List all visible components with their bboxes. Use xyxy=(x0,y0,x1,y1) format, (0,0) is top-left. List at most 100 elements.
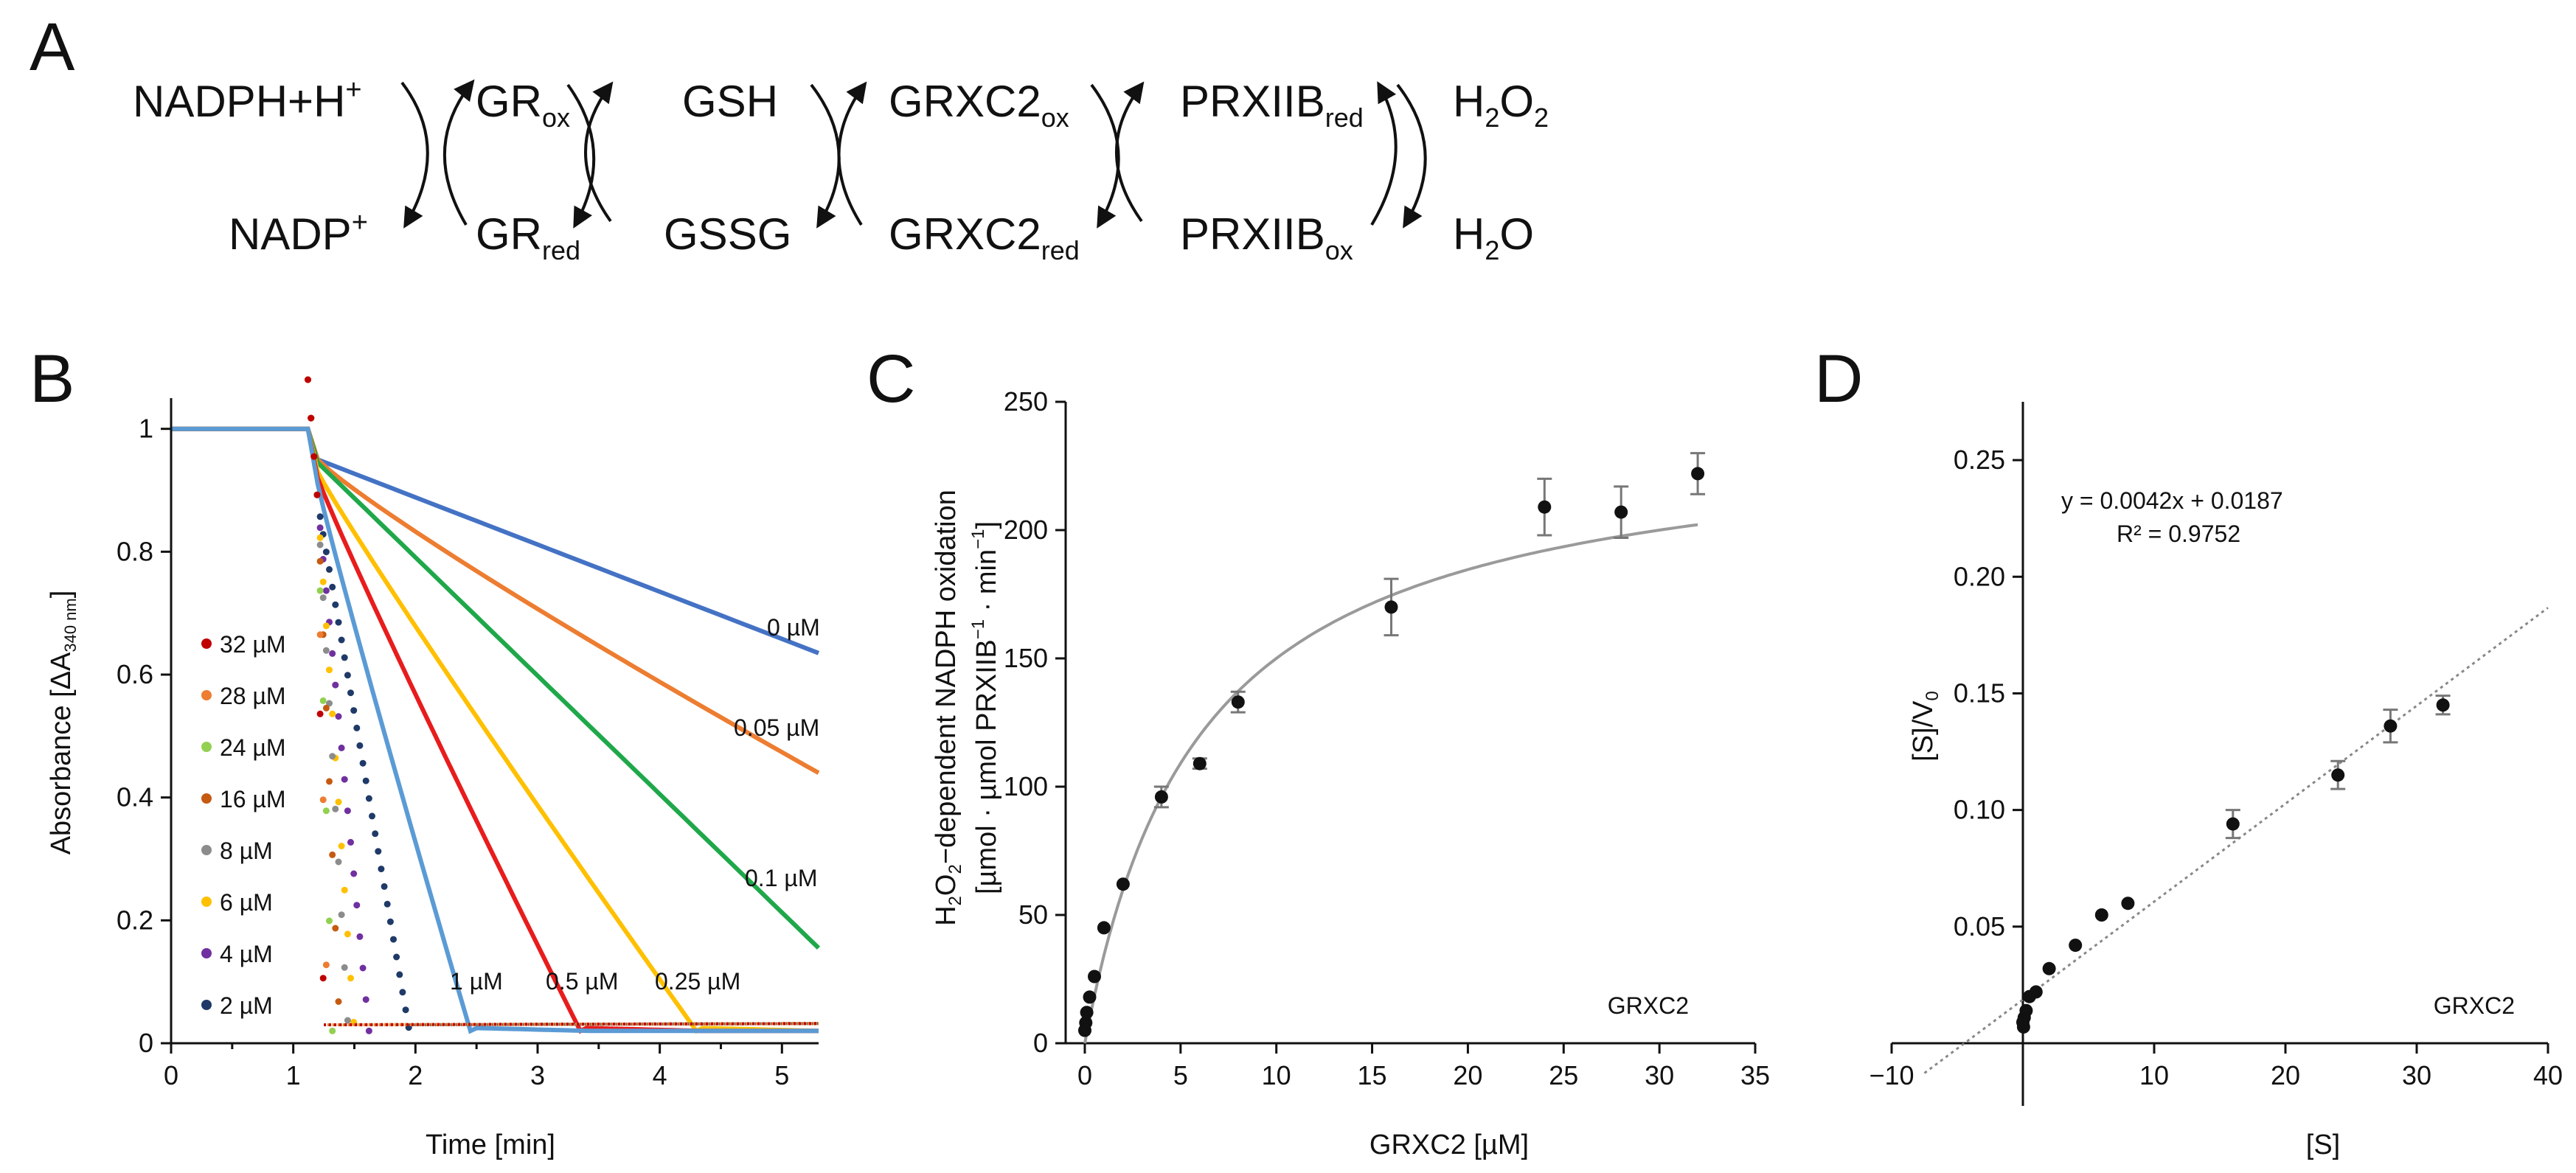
chart-b-legend-marker xyxy=(201,897,212,907)
chart-b-series-dot xyxy=(332,601,339,608)
chart-b-legend-marker xyxy=(201,793,212,804)
chart-b-series-dot xyxy=(319,578,327,585)
chart-b-series-dot xyxy=(329,1027,336,1034)
chart-b-series-dot xyxy=(344,807,351,815)
scheme-gr-ox: GRox xyxy=(476,77,570,133)
chart-b-y-tick-label: 0.2 xyxy=(117,905,153,935)
chart-b-series-dot xyxy=(338,744,345,751)
chart-b-series-dot xyxy=(322,622,330,630)
chart-b-series-dot xyxy=(347,689,354,697)
chart-c-ylabel-line2: [µmol · µmol PRXIIB−1 · min−1] xyxy=(968,521,1002,894)
chart-b-legend-label: 16 µM xyxy=(220,786,286,812)
chart-b-legend-label: 32 µM xyxy=(220,631,286,658)
chart-b-legend-label: 4 µM xyxy=(220,941,273,967)
chart-b-series-dot xyxy=(329,851,336,858)
chart-b-inline-labels: 0 µM 0.05 µM 0.1 µM 1 µM 0.5 µM 0.25 µM xyxy=(450,614,820,995)
scheme-arrows xyxy=(400,79,1427,229)
scheme-grxc2-ox: GRXC2ox xyxy=(889,77,1069,133)
scheme-prxiib-red: PRXIIBred xyxy=(1180,77,1364,133)
scheme-h2o2: H2O2 xyxy=(1453,77,1549,133)
chart-c-data-point xyxy=(1231,695,1245,709)
chart-d-y-tick-label: 0.20 xyxy=(1954,561,2005,591)
chart-c-xlabel: GRXC2 [µM] xyxy=(1369,1130,1529,1160)
chart-b-x-tick-label: 2 xyxy=(408,1060,423,1090)
chart-c-data-point xyxy=(1116,877,1130,891)
chart-d-x-tick-label: 40 xyxy=(2533,1060,2563,1090)
chart-b-series-dot xyxy=(316,710,324,717)
chart-b-legend-marker xyxy=(201,845,212,855)
arrow-pair-3-down xyxy=(810,83,841,229)
scheme-prxiib-ox: PRXIIBox xyxy=(1180,209,1353,265)
chart-b-series-dot xyxy=(347,838,354,846)
chart-b-series-dot xyxy=(341,886,348,894)
chart-c-y-tick-label: 150 xyxy=(1004,643,1048,673)
chart-b-series-dot xyxy=(308,414,315,422)
chart-c-y-tick-label: 250 xyxy=(1004,386,1048,417)
chart-b-series-dot xyxy=(326,666,333,674)
chart-b-series-dot xyxy=(329,710,336,717)
chart-b-series-dot xyxy=(369,812,375,820)
chart-d-data-point xyxy=(2436,698,2450,712)
chart-b-series-dot xyxy=(322,549,330,556)
chart-b-series xyxy=(171,376,821,1034)
chart-c-axes: 0 5 10 15 20 25 30 35 0 50 100 150 200 250 xyxy=(1004,386,1770,1090)
chart-b-series-dot xyxy=(338,636,345,644)
chart-b-series-line xyxy=(171,426,820,655)
chart-b-series-dot xyxy=(322,704,330,711)
chart-c-x-tick-label: 25 xyxy=(1549,1060,1578,1090)
scheme-h2o: H2O xyxy=(1453,209,1534,265)
chart-d-y-tick-label: 0.05 xyxy=(1954,911,2005,941)
chart-b-legend-marker xyxy=(201,690,212,700)
scheme-gr-red: GRred xyxy=(476,209,580,265)
arrow-pair-2-down xyxy=(566,83,596,229)
chart-b-y-tick-label: 0.8 xyxy=(117,536,153,566)
chart-b-series-dot xyxy=(316,524,324,532)
chart-d-equation: y = 0.0042x + 0.0187 xyxy=(2061,487,2283,514)
chart-b-series-dot xyxy=(378,866,385,873)
chart-b-series-dot xyxy=(316,513,324,521)
panel-label-a: A xyxy=(29,10,75,85)
chart-b-series-dot xyxy=(338,843,345,849)
chart-b-series-dot xyxy=(375,848,382,855)
chart-b-xlabel: Time [min] xyxy=(426,1130,555,1160)
chart-d-x-tick-label: −10 xyxy=(1869,1060,1914,1090)
panel-label-d: D xyxy=(1814,341,1863,417)
chart-b-series-dot xyxy=(344,1017,351,1024)
chart-b-series-dot xyxy=(390,936,397,943)
chart-b-legend-label: 2 µM xyxy=(220,992,273,1019)
chart-b-legend-label: 28 µM xyxy=(220,683,286,709)
chart-d-axes: −10 10 20 30 40 0.05 0.10 0.15 0.20 0.25 xyxy=(1869,402,2563,1106)
chart-b-series-dot xyxy=(344,930,351,938)
chart-b-series-dot xyxy=(316,587,324,594)
arrow-pair-5-down xyxy=(1396,83,1427,229)
chart-d: −10 10 20 30 40 0.05 0.10 0.15 0.20 0.25 y = 0.00… xyxy=(1869,402,2563,1160)
panel-label-b: B xyxy=(29,341,74,417)
chart-b-series-dot xyxy=(402,1006,409,1014)
chart-b-series-dot xyxy=(362,996,369,1003)
chart-d-ylabel: [S]/V0 xyxy=(1908,691,1943,762)
chart-b-series-dot xyxy=(353,902,361,909)
scheme-nadph: NADPH+H+ xyxy=(133,74,362,126)
chart-b-legend-label: 6 µM xyxy=(220,889,273,916)
chart-b-inline-label: 0.1 µM xyxy=(745,865,817,891)
chart-b-series-dot xyxy=(341,964,348,971)
chart-b-series-dot xyxy=(319,796,327,804)
scheme-bottom-row: NADP+ GRred GSSG GRXC2red PRXIIBox H2O xyxy=(229,207,1534,265)
chart-b-inline-label: 0 µM xyxy=(767,614,820,641)
chart-c-x-tick-label: 20 xyxy=(1453,1060,1482,1090)
chart-b-legend-label: 24 µM xyxy=(220,734,286,761)
chart-b-series-dot xyxy=(341,654,348,661)
chart-b-series-dot xyxy=(383,900,391,908)
chart-c-data-point xyxy=(1079,1016,1093,1030)
chart-d-data-point xyxy=(2384,719,2398,733)
chart-c-data-point xyxy=(1384,600,1398,614)
arrow-pair-2-up xyxy=(584,81,614,223)
chart-b-inline-label: 1 µM xyxy=(450,968,503,995)
chart-b-series-dot xyxy=(329,753,336,760)
chart-b-series-dot xyxy=(335,798,342,806)
chart-b-legend-marker xyxy=(201,948,212,958)
chart-b-series-dot xyxy=(365,795,372,802)
arrow-pair-5-up xyxy=(1370,81,1398,226)
chart-b-inline-label: 0.25 µM xyxy=(655,968,740,995)
chart-b-axes: 0 1 2 3 4 5 0 0.2 0.4 0.6 0.8 1 xyxy=(117,398,819,1090)
